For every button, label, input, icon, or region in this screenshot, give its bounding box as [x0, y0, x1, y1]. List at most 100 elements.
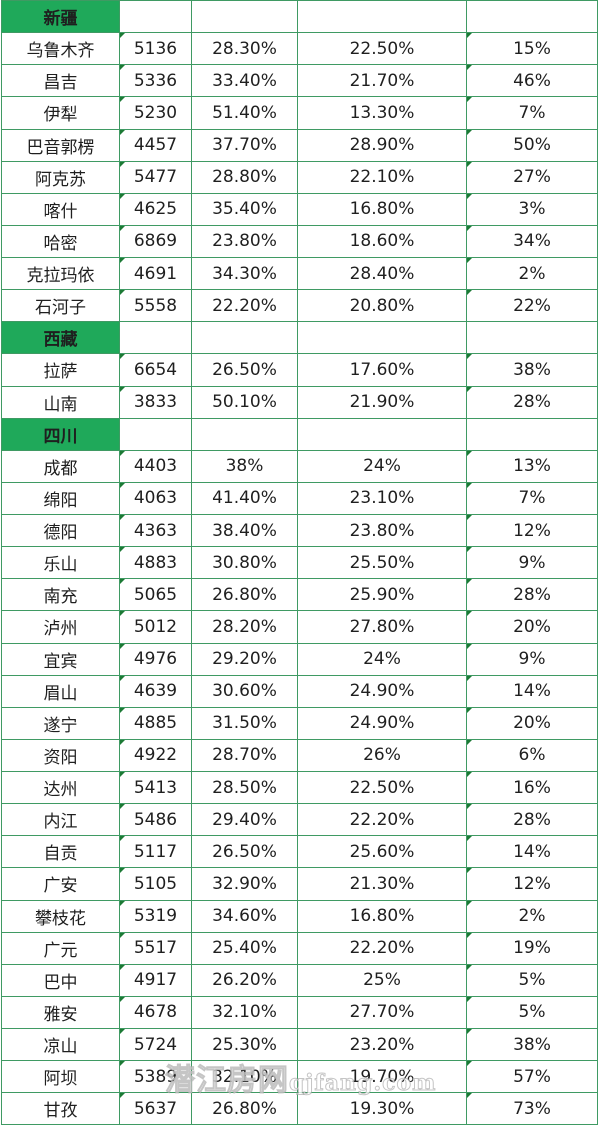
value-cell-v4[interactable]: 14% — [466, 674, 598, 708]
empty-cell[interactable] — [297, 0, 467, 34]
value-cell-v4[interactable]: 7% — [466, 96, 598, 130]
value-cell-v2[interactable]: 25.30% — [191, 1027, 298, 1062]
value-cell-v4[interactable]: 28% — [466, 803, 598, 837]
value-cell-v4[interactable]: 9% — [466, 642, 598, 676]
empty-cell[interactable] — [119, 417, 192, 451]
value-cell-v2[interactable]: 26.80% — [191, 578, 298, 612]
value-cell-v2[interactable]: 38.40% — [191, 513, 298, 548]
value-cell-v2[interactable]: 32.10% — [191, 995, 298, 1030]
city-cell[interactable]: 山南 — [1, 385, 120, 419]
value-cell-v3[interactable]: 16.80% — [297, 899, 467, 933]
value-cell-v3[interactable]: 21.90% — [297, 385, 467, 419]
value-cell-v2[interactable]: 28.30% — [191, 32, 298, 66]
value-cell-v1[interactable]: 5336 — [119, 64, 192, 98]
value-cell-v4[interactable]: 46% — [466, 64, 598, 98]
value-cell-v3[interactable]: 23.20% — [297, 1027, 467, 1062]
value-cell-v3[interactable]: 21.30% — [297, 867, 467, 901]
empty-cell[interactable] — [119, 321, 192, 355]
value-cell-v2[interactable]: 30.60% — [191, 674, 298, 708]
value-cell-v3[interactable]: 26% — [297, 738, 467, 773]
value-cell-v1[interactable]: 4976 — [119, 642, 192, 676]
value-cell-v3[interactable]: 13.30% — [297, 96, 467, 130]
value-cell-v3[interactable]: 23.80% — [297, 513, 467, 548]
city-cell[interactable]: 德阳 — [1, 513, 120, 548]
value-cell-v4[interactable]: 5% — [466, 995, 598, 1030]
province-header-cell[interactable]: 新疆 — [1, 0, 120, 34]
city-cell[interactable]: 绵阳 — [1, 481, 120, 516]
value-cell-v2[interactable]: 34.60% — [191, 899, 298, 933]
value-cell-v2[interactable]: 35.40% — [191, 192, 298, 226]
value-cell-v1[interactable]: 5117 — [119, 835, 192, 869]
value-cell-v2[interactable]: 50.10% — [191, 385, 298, 419]
value-cell-v1[interactable]: 5136 — [119, 32, 192, 66]
value-cell-v4[interactable]: 13% — [466, 449, 598, 483]
value-cell-v2[interactable]: 41.40% — [191, 481, 298, 516]
empty-cell[interactable] — [297, 321, 467, 355]
value-cell-v3[interactable]: 19.30% — [297, 1092, 467, 1125]
value-cell-v1[interactable]: 5517 — [119, 931, 192, 965]
city-cell[interactable]: 内江 — [1, 803, 120, 837]
city-cell[interactable]: 广元 — [1, 931, 120, 965]
city-cell[interactable]: 乌鲁木齐 — [1, 32, 120, 66]
value-cell-v4[interactable]: 73% — [466, 1092, 598, 1125]
value-cell-v1[interactable]: 4691 — [119, 256, 192, 291]
value-cell-v2[interactable]: 32.10% — [191, 1060, 298, 1094]
value-cell-v3[interactable]: 24.90% — [297, 706, 467, 740]
value-cell-v2[interactable]: 32.90% — [191, 867, 298, 901]
value-cell-v1[interactable]: 5230 — [119, 96, 192, 130]
city-cell[interactable]: 巴音郭楞 — [1, 128, 120, 162]
value-cell-v2[interactable]: 38% — [191, 449, 298, 483]
city-cell[interactable]: 拉萨 — [1, 353, 120, 387]
city-cell[interactable]: 遂宁 — [1, 706, 120, 740]
value-cell-v2[interactable]: 23.80% — [191, 224, 298, 259]
value-cell-v1[interactable]: 4403 — [119, 449, 192, 483]
value-cell-v3[interactable]: 21.70% — [297, 64, 467, 98]
value-cell-v2[interactable]: 28.20% — [191, 610, 298, 644]
value-cell-v3[interactable]: 22.50% — [297, 770, 467, 805]
empty-cell[interactable] — [466, 321, 598, 355]
city-cell[interactable]: 南充 — [1, 578, 120, 612]
value-cell-v1[interactable]: 4363 — [119, 513, 192, 548]
value-cell-v1[interactable]: 5637 — [119, 1092, 192, 1125]
value-cell-v1[interactable]: 4883 — [119, 546, 192, 580]
value-cell-v4[interactable]: 57% — [466, 1060, 598, 1094]
value-cell-v1[interactable]: 3833 — [119, 385, 192, 419]
value-cell-v1[interactable]: 6654 — [119, 353, 192, 387]
value-cell-v1[interactable]: 5105 — [119, 867, 192, 901]
value-cell-v1[interactable]: 4457 — [119, 128, 192, 162]
city-cell[interactable]: 泸州 — [1, 610, 120, 644]
value-cell-v4[interactable]: 22% — [466, 289, 598, 323]
value-cell-v1[interactable]: 5012 — [119, 610, 192, 644]
value-cell-v2[interactable]: 29.20% — [191, 642, 298, 676]
value-cell-v3[interactable]: 16.80% — [297, 192, 467, 226]
city-cell[interactable]: 攀枝花 — [1, 899, 120, 933]
value-cell-v4[interactable]: 3% — [466, 192, 598, 226]
value-cell-v3[interactable]: 22.10% — [297, 160, 467, 194]
value-cell-v4[interactable]: 20% — [466, 706, 598, 740]
value-cell-v3[interactable]: 27.80% — [297, 610, 467, 644]
value-cell-v4[interactable]: 20% — [466, 610, 598, 644]
value-cell-v3[interactable]: 20.80% — [297, 289, 467, 323]
value-cell-v4[interactable]: 12% — [466, 513, 598, 548]
city-cell[interactable]: 昌吉 — [1, 64, 120, 98]
value-cell-v1[interactable]: 4917 — [119, 963, 192, 997]
value-cell-v1[interactable]: 4639 — [119, 674, 192, 708]
city-cell[interactable]: 雅安 — [1, 995, 120, 1030]
city-cell[interactable]: 自贡 — [1, 835, 120, 869]
city-cell[interactable]: 凉山 — [1, 1027, 120, 1062]
value-cell-v3[interactable]: 19.70% — [297, 1060, 467, 1094]
value-cell-v2[interactable]: 34.30% — [191, 256, 298, 291]
value-cell-v4[interactable]: 6% — [466, 738, 598, 773]
value-cell-v3[interactable]: 24% — [297, 449, 467, 483]
value-cell-v4[interactable]: 19% — [466, 931, 598, 965]
city-cell[interactable]: 乐山 — [1, 546, 120, 580]
province-header-cell[interactable]: 四川 — [1, 417, 120, 451]
city-cell[interactable]: 喀什 — [1, 192, 120, 226]
value-cell-v4[interactable]: 28% — [466, 385, 598, 419]
value-cell-v1[interactable]: 5486 — [119, 803, 192, 837]
value-cell-v3[interactable]: 28.40% — [297, 256, 467, 291]
value-cell-v1[interactable]: 6869 — [119, 224, 192, 259]
city-cell[interactable]: 阿坝 — [1, 1060, 120, 1094]
value-cell-v2[interactable]: 28.70% — [191, 738, 298, 773]
city-cell[interactable]: 广安 — [1, 867, 120, 901]
